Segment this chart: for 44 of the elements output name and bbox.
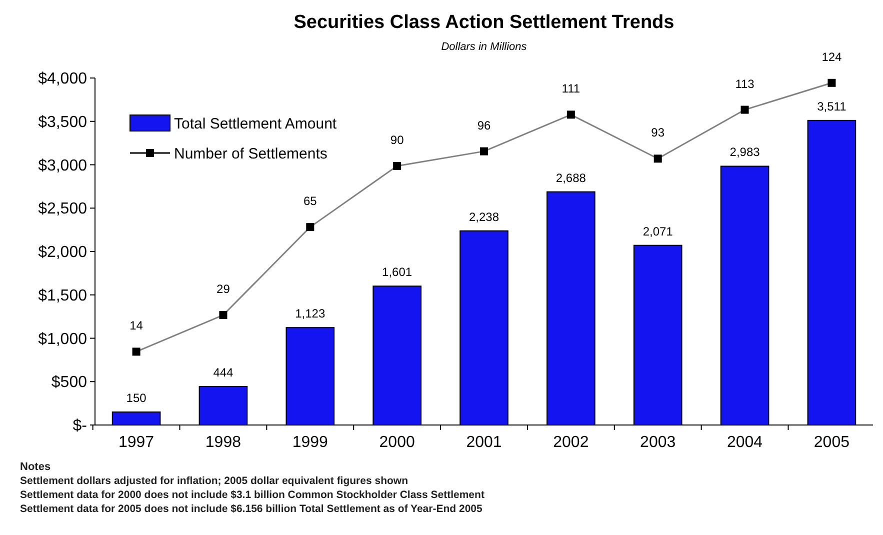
- legend-label: Total Settlement Amount: [174, 115, 338, 132]
- y-tick-label: $3,000: [38, 157, 88, 174]
- y-tick-label: $1,000: [38, 330, 88, 348]
- data-label: 3,511: [817, 99, 847, 114]
- data-label: 93: [651, 126, 665, 140]
- data-label: 2,983: [730, 145, 760, 160]
- chart-title: Securities Class Action Settlement Trends: [294, 12, 674, 33]
- chart-subtitle: Dollars in Millions: [441, 41, 528, 53]
- data-label: 2,071: [642, 224, 674, 238]
- text: Settlement dollars adjusted for inflation; 2005 dollar equivalent figures shown: [20, 475, 408, 487]
- text: Settlement data for 2005 does not include $6.156 billion Total Settlement as of Year-End 2005: [20, 503, 482, 515]
- text: Notes: [20, 461, 51, 473]
- x-tick-label: 2005: [814, 434, 850, 451]
- data-label: 29: [216, 282, 230, 296]
- x-tick-label: 2003: [640, 434, 676, 451]
- data-label: 1,601: [382, 265, 412, 280]
- y-tick-label: $-: [72, 418, 87, 435]
- data-label: 124: [822, 50, 842, 64]
- text: Settlement data for 2000 does not include $3.1 billion Common Stockholder Class Settlement: [20, 489, 485, 501]
- x-tick-label: 2000: [379, 434, 415, 451]
- y-tick-label: $2,500: [38, 200, 88, 218]
- data-label: 2,688: [556, 170, 586, 185]
- data-label: 65: [303, 194, 318, 208]
- data-label: 96: [477, 118, 491, 132]
- x-tick-label: 2004: [726, 434, 763, 451]
- y-tick-label: $500: [51, 374, 88, 392]
- x-tick-label: 1998: [205, 434, 242, 451]
- data-label: 150: [126, 390, 147, 405]
- y-tick-label: $1,500: [38, 287, 88, 304]
- legend-label: Number of Settlements: [174, 145, 328, 162]
- data-label: 14: [130, 318, 144, 333]
- data-label: 113: [735, 76, 755, 91]
- data-label: 111: [562, 82, 580, 96]
- y-tick-label: $2,000: [38, 244, 88, 262]
- data-label: 1,123: [295, 306, 326, 321]
- data-label: 2,238: [468, 210, 500, 224]
- y-tick-label: $4,000: [38, 70, 88, 88]
- x-tick-label: 1997: [118, 434, 154, 451]
- data-label: 444: [213, 365, 234, 380]
- y-tick-label: $3,500: [38, 114, 88, 131]
- x-tick-label: 2001: [466, 434, 502, 451]
- x-tick-label: 1999: [292, 434, 328, 451]
- x-tick-label: 2002: [553, 434, 589, 451]
- data-label: 90: [390, 132, 404, 147]
